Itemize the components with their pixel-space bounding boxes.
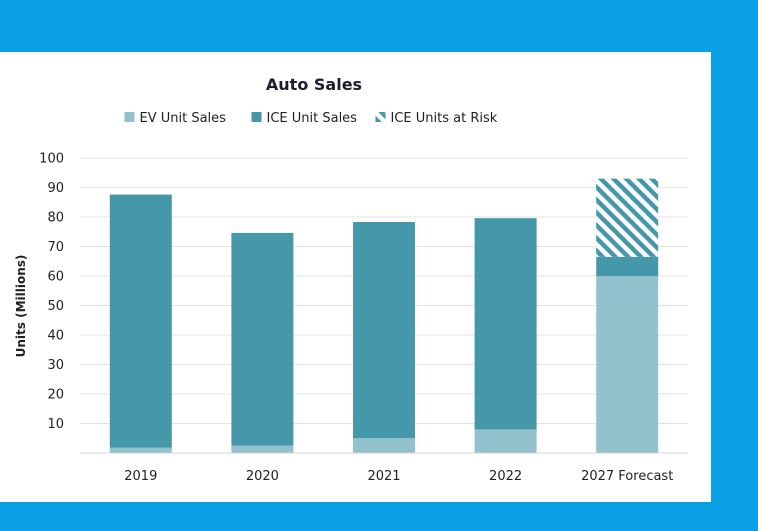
legend-label-ice-units-at-risk: ICE Units at Risk xyxy=(391,111,498,126)
bar-ev-unit-sales-2019 xyxy=(109,447,172,453)
bar-ev-unit-sales-2022 xyxy=(474,429,537,453)
legend-swatch-ev-unit-sales xyxy=(124,112,135,122)
bar-ice-units-at-risk-2027-forecast xyxy=(596,178,659,257)
legend: EV Unit Sales ICE Unit Sales ICE Units at … xyxy=(124,111,498,126)
y-tick-label-70: 70 xyxy=(47,240,64,255)
y-tick-label-10: 10 xyxy=(47,417,64,432)
legend-label-ice-unit-sales: ICE Unit Sales xyxy=(267,111,358,126)
x-axis-ticks: 2019 2020 2021 2022 2027 Forecast xyxy=(124,469,673,484)
y-tick-label-60: 60 xyxy=(47,270,64,285)
x-tick-label-2027-forecast: 2027 Forecast xyxy=(581,469,673,484)
auto-sales-chart: Auto Sales EV Unit Sales ICE Unit Sales IC… xyxy=(14,75,688,484)
y-tick-label-90: 90 xyxy=(47,181,64,196)
legend-swatch-ice-units-at-risk xyxy=(375,112,386,122)
y-tick-label-40: 40 xyxy=(47,329,64,344)
bar-ice-unit-sales-2021 xyxy=(353,222,415,439)
chart-title: Auto Sales xyxy=(266,75,362,94)
bar-ev-unit-sales-2020 xyxy=(231,445,294,453)
bar-ev-unit-sales-2027-forecast xyxy=(596,276,659,453)
legend-swatch-ice-unit-sales xyxy=(251,112,262,122)
bar-ice-unit-sales-2027-forecast xyxy=(596,256,659,276)
bars xyxy=(109,178,659,453)
y-tick-label-100: 100 xyxy=(39,152,64,167)
bar-ice-unit-sales-2022 xyxy=(474,218,537,430)
x-tick-label-2019: 2019 xyxy=(124,469,157,484)
y-tick-label-50: 50 xyxy=(47,299,64,314)
chart-panel: Auto Sales EV Unit Sales ICE Unit Sales IC… xyxy=(0,52,711,502)
y-axis-ticks: 10 20 30 40 50 60 70 80 90 100 xyxy=(39,152,64,433)
y-tick-label-20: 20 xyxy=(47,388,64,403)
y-tick-label-80: 80 xyxy=(47,211,64,226)
y-axis-label: Units (Millions) xyxy=(14,255,28,358)
bar-ice-unit-sales-2020 xyxy=(231,232,294,446)
x-tick-label-2022: 2022 xyxy=(489,469,522,484)
x-tick-label-2020: 2020 xyxy=(246,469,279,484)
x-tick-label-2021: 2021 xyxy=(367,469,400,484)
y-tick-label-30: 30 xyxy=(47,358,64,373)
bar-ev-unit-sales-2021 xyxy=(353,438,415,453)
bar-ice-unit-sales-2019 xyxy=(109,194,172,448)
legend-label-ev-unit-sales: EV Unit Sales xyxy=(140,111,227,126)
